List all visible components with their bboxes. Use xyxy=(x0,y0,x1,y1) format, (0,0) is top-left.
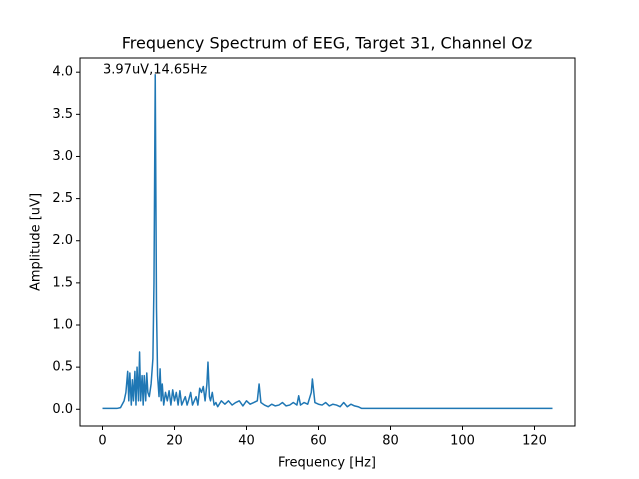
y-tick-label: 2.5 xyxy=(52,191,73,206)
y-tick-label: 2.0 xyxy=(52,233,73,248)
x-tick-label: 120 xyxy=(522,434,547,449)
x-tick-label: 60 xyxy=(310,434,327,449)
y-tick-label: 0.5 xyxy=(52,360,73,375)
x-axis-label: Frequency [Hz] xyxy=(278,456,376,471)
x-tick-label: 80 xyxy=(382,434,399,449)
y-tick-label: 3.0 xyxy=(52,149,73,164)
y-tick-label: 1.5 xyxy=(52,275,73,290)
y-tick-label: 1.0 xyxy=(52,318,73,333)
chart-title: Frequency Spectrum of EEG, Target 31, Ch… xyxy=(122,34,533,53)
x-tick-label: 0 xyxy=(98,434,106,449)
y-axis-label: Amplitude [uV] xyxy=(29,193,44,291)
x-tick-label: 40 xyxy=(238,434,255,449)
axes-frame xyxy=(79,57,576,427)
y-tick-label: 3.5 xyxy=(52,107,73,122)
y-tick-label: 0.0 xyxy=(52,402,73,417)
x-tick-label: 20 xyxy=(166,434,183,449)
annotation: 3.97uV,14.65Hz xyxy=(103,63,207,78)
y-tick-label: 4.0 xyxy=(52,65,73,80)
spectrum-line xyxy=(102,73,553,410)
x-tick-label: 100 xyxy=(450,434,475,449)
